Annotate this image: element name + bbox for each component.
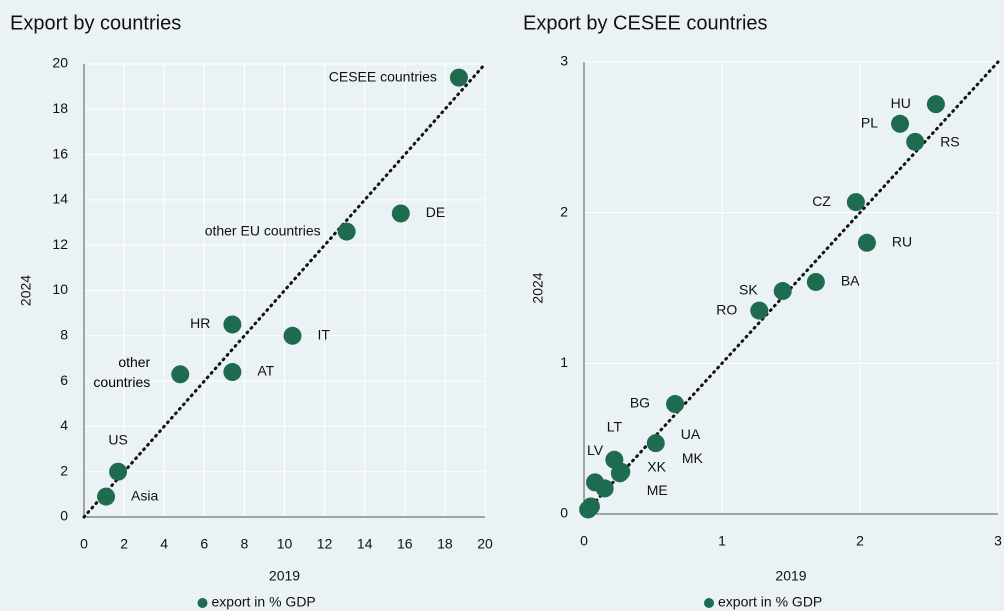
point	[223, 363, 242, 382]
x-tick-label: 8	[241, 536, 249, 552]
point	[581, 497, 600, 516]
legend-label: export in % GDP	[718, 594, 822, 610]
point	[846, 193, 865, 212]
point	[610, 464, 629, 483]
legend-marker	[704, 598, 714, 608]
y-tick-label: 0	[560, 505, 568, 521]
point	[223, 315, 242, 334]
x-tick-label: 3	[994, 533, 1002, 549]
point-label: RO	[716, 301, 737, 317]
x-tick-label: 10	[277, 536, 293, 552]
y-tick-label: 3	[560, 53, 568, 69]
point-label: Asia	[131, 487, 158, 503]
point	[109, 462, 128, 481]
x-tick-label: 20	[477, 536, 493, 552]
legend-label: export in % GDP	[212, 594, 316, 610]
point	[97, 487, 116, 506]
point-label: RU	[892, 234, 912, 250]
point-label: BG	[630, 395, 650, 411]
point	[906, 132, 925, 151]
point	[171, 365, 190, 384]
y-tick-label: 10	[52, 281, 68, 297]
x-tick-label: 18	[437, 536, 453, 552]
point-label: UA	[681, 426, 701, 442]
point	[806, 272, 825, 291]
x-tick-label: 0	[580, 533, 588, 549]
point-label: AT	[257, 363, 274, 379]
point	[773, 282, 792, 301]
chart-title: Export by CESEE countries	[523, 12, 768, 34]
point	[750, 301, 769, 320]
point-label: CZ	[812, 193, 831, 209]
y-tick-label: 4	[60, 417, 68, 433]
point-label: LT	[607, 418, 623, 434]
y-axis-label: 2024	[18, 275, 34, 306]
y-tick-label: 14	[52, 191, 68, 207]
point	[283, 326, 302, 345]
point-label: LV	[587, 442, 604, 458]
point-label: PL	[861, 114, 878, 130]
point-label: ME	[647, 482, 668, 498]
y-tick-label: 2	[60, 462, 68, 478]
legend-marker	[197, 598, 208, 608]
x-tick-label: 0	[80, 536, 88, 552]
point-label: XK	[647, 459, 666, 475]
y-tick-label: 20	[52, 55, 68, 71]
y-axis-label: 2024	[530, 272, 546, 303]
y-tick-label: 12	[52, 236, 68, 252]
point	[646, 434, 665, 453]
x-axis-label: 2019	[269, 568, 300, 584]
y-tick-label: 0	[60, 508, 68, 524]
diagonal	[82, 62, 487, 519]
point-label-box: other countries	[93, 354, 151, 391]
x-tick-label: 12	[317, 536, 333, 552]
point	[337, 222, 356, 241]
x-tick-label: 2	[120, 536, 128, 552]
x-tick-label: 4	[160, 536, 168, 552]
point-label: MK	[682, 450, 704, 466]
point-label: IT	[318, 327, 331, 343]
point-label: HU	[891, 95, 911, 111]
point-label: US	[108, 431, 127, 447]
y-tick-label: 16	[52, 145, 68, 161]
point	[666, 395, 685, 414]
point	[857, 233, 876, 252]
y-tick-label: 6	[60, 372, 68, 388]
x-tick-label: 2	[856, 533, 864, 549]
point	[595, 479, 614, 498]
x-tick-label: 6	[200, 536, 208, 552]
y-tick-label: 8	[60, 327, 68, 343]
point-label: CESEE countries	[329, 68, 437, 84]
point-label: HR	[190, 315, 210, 331]
point-label: DE	[426, 204, 445, 220]
point-label: SK	[739, 282, 758, 298]
x-tick-label: 16	[397, 536, 413, 552]
point-label: RS	[940, 134, 959, 150]
x-tick-label: 14	[357, 536, 373, 552]
point	[926, 95, 945, 114]
x-axis-label: 2019	[775, 568, 806, 584]
point	[891, 114, 910, 133]
y-tick-label: 2	[560, 203, 568, 219]
point-label: other countries	[93, 354, 151, 391]
x-tick-label: 1	[718, 533, 726, 549]
y-tick-label: 1	[560, 354, 568, 370]
point	[449, 68, 468, 87]
point-label: other EU countries	[205, 222, 321, 238]
point	[391, 204, 410, 223]
chart-title: Export by countries	[10, 12, 181, 34]
y-tick-label: 18	[52, 100, 68, 116]
point-label: BA	[841, 273, 860, 289]
